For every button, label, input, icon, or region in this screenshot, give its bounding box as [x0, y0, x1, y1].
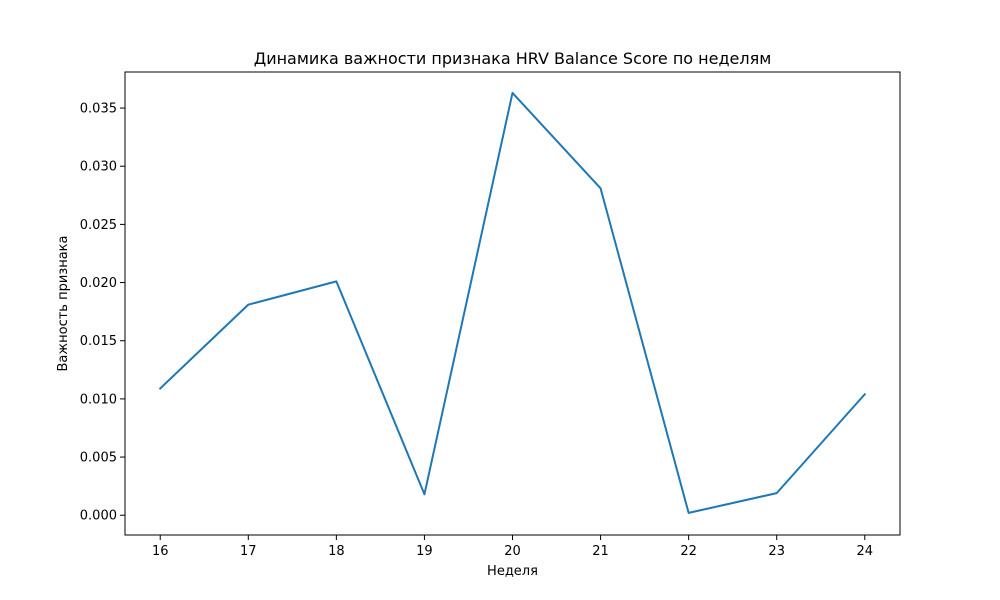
- data-point: [600, 187, 602, 189]
- chart-title: Динамика важности признака HRV Balance S…: [254, 49, 772, 68]
- y-axis-label: Важность признака: [56, 236, 71, 372]
- series-line: [158, 91, 867, 514]
- x-tick-label: 17: [240, 544, 257, 559]
- data-point: [335, 280, 337, 282]
- x-tick-label: 18: [328, 544, 345, 559]
- x-tick-label: 19: [416, 544, 433, 559]
- data-point: [247, 304, 249, 306]
- x-axis-label: Неделя: [487, 564, 538, 579]
- data-point: [159, 387, 161, 389]
- x-tick-label: 16: [152, 544, 169, 559]
- y-tick-label: 0.015: [80, 334, 117, 349]
- plot-frame: [124, 71, 901, 536]
- y-tick-label: 0.010: [80, 392, 117, 407]
- data-point: [864, 393, 866, 395]
- x-tick-label: 22: [680, 544, 697, 559]
- y-tick-label: 0.020: [80, 276, 117, 291]
- plot-area: 16 17 18 19 20 21 22 23 24 0.000 0.005 0.010 0.015 0.…: [80, 91, 873, 559]
- x-tick-label: 24: [856, 544, 873, 559]
- x-tick-label: 20: [504, 544, 521, 559]
- data-point: [512, 92, 514, 94]
- x-tick-label: 21: [592, 544, 609, 559]
- x-tick-label: 23: [768, 544, 785, 559]
- y-tick-label: 0.030: [80, 160, 117, 175]
- y-tick-label: 0.005: [80, 451, 117, 466]
- data-point: [776, 492, 778, 494]
- data-point: [688, 512, 690, 514]
- data-point: [423, 493, 425, 495]
- y-tick-label: 0.000: [80, 509, 117, 524]
- y-tick-label: 0.035: [80, 102, 117, 117]
- y-tick-label: 0.025: [80, 218, 117, 233]
